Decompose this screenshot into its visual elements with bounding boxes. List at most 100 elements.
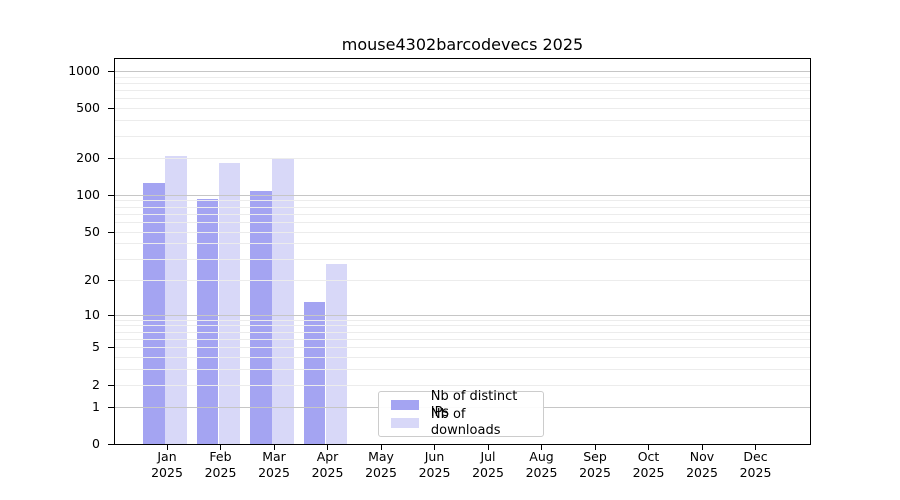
x-tick-label-year: 2025: [686, 465, 718, 480]
x-tick-label-month: Nov: [689, 449, 715, 464]
plot-area: [114, 58, 811, 445]
x-tick-label: Jul 2025: [456, 449, 520, 481]
bar-nb-of-downloads-mar: [272, 158, 294, 444]
x-tick-label-year: 2025: [151, 465, 183, 480]
grid-line-minor: [115, 98, 810, 100]
grid-line-minor: [115, 325, 810, 327]
x-tick-label: May 2025: [349, 449, 413, 481]
y-tick-label: 20: [84, 271, 100, 287]
x-tick-label-year: 2025: [204, 465, 237, 480]
x-tick-mark: [487, 445, 489, 450]
x-tick-label: Feb 2025: [189, 449, 253, 481]
grid-line-minor: [115, 108, 810, 110]
grid-line-minor: [115, 384, 810, 386]
x-tick-label-year: 2025: [472, 465, 504, 480]
x-tick-label-year: 2025: [632, 465, 665, 480]
x-tick-mark: [541, 445, 542, 450]
x-tick-label-year: 2025: [258, 465, 290, 480]
x-tick-label-month: Sep: [583, 449, 607, 464]
y-tick-mark: [108, 444, 114, 445]
grid-line-minor: [115, 222, 810, 223]
grid-line-minor: [115, 135, 810, 137]
y-tick-label: 0: [92, 436, 100, 451]
bar-nb-of-distinct-ips-feb: [196, 199, 219, 444]
y-tick-mark: [108, 194, 114, 196]
x-tick-label: Jun 2025: [403, 449, 467, 481]
grid-line-minor: [115, 279, 810, 281]
grid-line-minor: [115, 338, 810, 340]
y-tick-label: 100: [76, 186, 100, 202]
x-tick-mark: [434, 445, 435, 450]
x-tick-label-month: Oct: [637, 449, 660, 464]
x-tick-label-month: Mar: [262, 449, 286, 464]
grid-line-minor: [115, 369, 810, 371]
legend-swatch-downloads: [391, 418, 419, 428]
grid-line-minor: [115, 347, 810, 349]
x-tick-mark: [327, 445, 328, 450]
legend-swatch-distinct-ips: [391, 400, 419, 410]
y-tick-mark: [108, 314, 114, 316]
grid-line-minor: [115, 231, 810, 233]
x-tick-mark: [648, 445, 649, 450]
y-tick-label: 500: [76, 100, 100, 116]
grid-line-minor: [115, 357, 810, 359]
x-tick-label: Dec 2025: [724, 449, 788, 481]
x-tick-label-year: 2025: [739, 465, 772, 480]
bar-nb-of-downloads-feb: [218, 163, 241, 444]
legend-entry-downloads: Nb of downloads: [387, 407, 535, 438]
x-tick-label-month: Jul: [480, 449, 496, 464]
x-tick-label-year: 2025: [311, 465, 344, 480]
x-tick-label-month: Jun: [424, 449, 445, 464]
x-tick-label: Mar 2025: [242, 449, 306, 481]
legend-label-distinct-ips: Nb of distinct IPs: [430, 389, 518, 420]
x-tick-label-year: 2025: [579, 465, 611, 480]
y-tick-mark: [108, 70, 114, 72]
x-tick-label-month: May: [368, 449, 394, 464]
y-tick-label: 1000: [68, 62, 100, 78]
x-tick-label-year: 2025: [418, 465, 451, 480]
grid-line-minor: [115, 258, 810, 260]
y-tick-label: 10: [84, 306, 100, 322]
x-tick-mark: [755, 445, 756, 450]
y-tick-label: 5: [92, 339, 100, 355]
bar-nb-of-downloads-apr: [325, 264, 348, 444]
y-tick-mark: [108, 384, 114, 386]
x-tick-label: Oct 2025: [617, 449, 681, 481]
grid-line-minor: [115, 157, 810, 159]
y-tick-mark: [108, 231, 114, 233]
grid-line-minor: [115, 120, 810, 122]
x-tick-label: Jan 2025: [135, 449, 199, 481]
grid-line-minor: [115, 200, 810, 202]
x-tick-label: Apr 2025: [296, 449, 360, 481]
x-tick-mark: [594, 445, 596, 450]
x-tick-label-month: Apr: [316, 449, 339, 464]
legend: Nb of distinct IPs Nb of downloads: [378, 389, 544, 438]
x-tick-mark: [273, 445, 275, 450]
x-tick-mark: [380, 445, 382, 450]
x-tick-label-year: 2025: [365, 465, 397, 480]
grid-line-major: [115, 194, 810, 196]
bar-nb-of-downloads-jan: [165, 156, 187, 444]
x-tick-mark: [166, 445, 168, 450]
x-tick-label-month: Jan: [157, 449, 177, 464]
grid-line-minor: [115, 213, 810, 215]
x-tick-mark: [220, 445, 221, 450]
y-tick-label: 2: [92, 376, 100, 392]
y-tick-label: 50: [84, 223, 100, 239]
y-tick-label: 1: [92, 398, 100, 414]
y-tick-mark: [108, 347, 114, 349]
x-tick-label-year: 2025: [525, 465, 558, 480]
y-tick-label: 200: [76, 149, 100, 165]
x-tick-mark: [701, 445, 703, 450]
y-tick-mark: [108, 279, 114, 281]
x-tick-label-month: Aug: [529, 449, 554, 464]
legend-label-downloads: Nb of downloads: [430, 407, 501, 438]
y-tick-mark: [108, 108, 114, 110]
y-tick-mark: [108, 406, 114, 408]
legend-entry-distinct-ips: Nb of distinct IPs: [387, 389, 535, 420]
grid-line-minor: [115, 76, 810, 78]
grid-line-minor: [115, 90, 810, 92]
x-tick-label: Nov 2025: [670, 449, 734, 481]
grid-line-minor: [115, 331, 810, 333]
